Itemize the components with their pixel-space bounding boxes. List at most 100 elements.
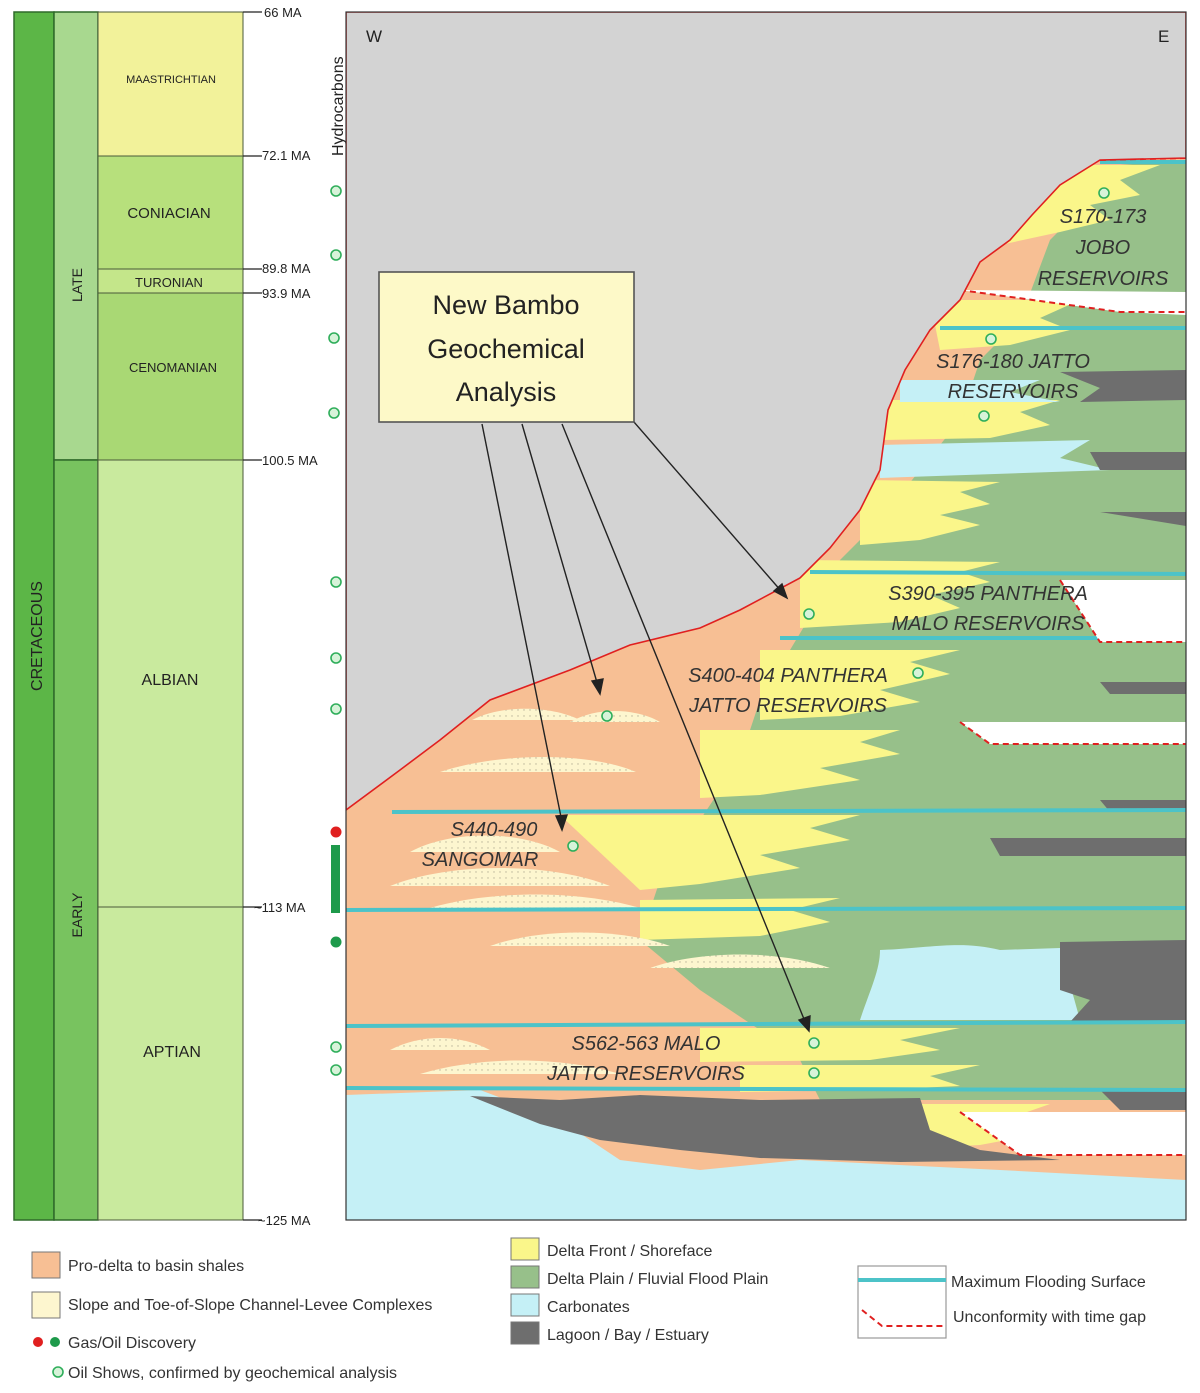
stage-aptian-band xyxy=(97,906,244,1221)
callout-box xyxy=(378,271,635,423)
unconformity-gaps xyxy=(960,290,1186,1155)
reservoir-label: S390-395 PANTHERA xyxy=(888,583,1088,605)
oil-show-marker xyxy=(328,332,340,344)
oil-show-marker xyxy=(567,840,579,852)
age-label-72: 72.1 MA xyxy=(262,148,311,163)
legend-swatch-shales xyxy=(31,1251,61,1279)
callout-arrows xyxy=(481,421,811,1033)
stage-label-coniacian: CONIACIAN xyxy=(127,205,210,222)
legend-label-unconformity: Unconformity with time gap xyxy=(953,1309,1146,1326)
oil-show-marker xyxy=(328,407,340,419)
reservoir-label: SANGOMAR xyxy=(422,849,539,871)
age-label-113: ~113 MA xyxy=(254,900,306,915)
oil-show-marker xyxy=(1098,187,1110,199)
stage-maastrichtian-band xyxy=(97,11,244,157)
strat-column: CRETACEOUS LATE EARLY MAASTRICHTIAN CONI… xyxy=(13,5,347,1228)
legend-label-shows: Oil Shows, confirmed by geochemical anal… xyxy=(68,1365,397,1382)
age-label-89: 89.8 MA xyxy=(262,261,311,276)
legend-swatch-lagoon xyxy=(510,1321,540,1345)
gas-discovery-marker xyxy=(330,826,342,838)
stage-label-maastrichtian: MAASTRICHTIAN xyxy=(126,74,216,86)
sky-area xyxy=(346,12,1186,811)
series-late-label: LATE xyxy=(69,268,85,302)
reservoir-label: S440-490 xyxy=(451,819,538,841)
system-label: CRETACEOUS xyxy=(29,581,46,691)
callout-line: Geochemical xyxy=(427,334,585,364)
system-band xyxy=(13,11,55,1221)
series-early-label: EARLY xyxy=(69,892,85,938)
hydrocarbons-label: Hydrocarbons xyxy=(330,56,347,156)
reservoir-label: S400-404 PANTHERA xyxy=(688,665,888,687)
west-label: W xyxy=(366,27,382,46)
age-label-93: 93.9 MA xyxy=(262,286,311,301)
reservoir-label: JATTO RESERVOIRS xyxy=(688,695,887,717)
channel-levee-lenses xyxy=(390,708,830,1074)
stage-cenomanian-band xyxy=(97,292,244,461)
legend-swatch-delta-front xyxy=(510,1237,540,1261)
oil-show-marker xyxy=(330,703,342,715)
legend-oil-show-dot xyxy=(52,1366,64,1378)
cross-section xyxy=(346,12,1186,1220)
legend-swatch-slope xyxy=(31,1291,61,1319)
callout-line: Analysis xyxy=(456,377,557,407)
section-frame xyxy=(345,11,1187,1221)
oil-show-marker xyxy=(808,1037,820,1049)
reservoir-label: RESERVOIRS xyxy=(1038,268,1169,290)
age-ticks xyxy=(243,11,262,1221)
oil-show-marker xyxy=(601,710,613,722)
oil-show-marker xyxy=(808,1067,820,1079)
callout-line: New Bambo xyxy=(432,290,579,320)
oil-show-marker xyxy=(330,249,342,261)
legend-gas-dot xyxy=(33,1337,43,1347)
reservoir-label: JATTO RESERVOIRS xyxy=(546,1063,745,1085)
oil-show-marker xyxy=(985,333,997,345)
stage-albian-band xyxy=(97,459,244,908)
legend-label-mfs: Maximum Flooding Surface xyxy=(951,1274,1146,1291)
age-label-66: 66 MA xyxy=(264,5,302,20)
legend-label-slope: Slope and Toe-of-Slope Channel-Levee Com… xyxy=(68,1297,432,1314)
oil-show-marker xyxy=(330,652,342,664)
series-late-band xyxy=(53,11,99,461)
reservoir-label: JOBO xyxy=(1075,237,1130,259)
oil-show-markers xyxy=(328,185,342,1076)
oil-show-marker xyxy=(912,667,924,679)
section-oil-shows xyxy=(567,187,1110,1079)
stage-label-aptian: APTIAN xyxy=(143,1044,201,1061)
reservoir-label: S170-173 xyxy=(1060,206,1147,228)
legend-swatch-carbonates xyxy=(510,1293,540,1317)
stage-label-cenomanian: CENOMANIAN xyxy=(129,360,217,375)
reservoir-label: S176-180 JATTO xyxy=(936,351,1090,373)
legend-label-delta-front: Delta Front / Shoreface xyxy=(547,1243,713,1260)
legend-label-discovery: Gas/Oil Discovery xyxy=(68,1335,196,1352)
reservoir-labels: S170-173 JOBO RESERVOIRS S176-180 JATTO … xyxy=(422,206,1169,1085)
age-label-100: 100.5 MA xyxy=(262,453,318,468)
series-early-band xyxy=(53,459,99,1221)
reservoir-label: MALO RESERVOIRS xyxy=(891,613,1085,635)
oil-show-marker xyxy=(978,410,990,422)
legend-oil-dot xyxy=(50,1337,60,1347)
legend-label-shales: Pro-delta to basin shales xyxy=(68,1258,244,1275)
reservoir-label: RESERVOIRS xyxy=(948,381,1079,403)
legend-swatch-delta-plain xyxy=(510,1265,540,1289)
oil-show-marker xyxy=(330,576,342,588)
reservoir-label: S562-563 MALO xyxy=(572,1033,721,1055)
age-label-125: ~125 MA xyxy=(258,1213,311,1228)
oil-column-bar xyxy=(331,845,340,913)
oil-show-marker xyxy=(330,1041,342,1053)
legend-label-carbonates: Carbonates xyxy=(547,1299,630,1316)
oil-show-marker xyxy=(330,1064,342,1076)
legend-surfaces-box xyxy=(857,1265,947,1339)
stage-coniacian-band xyxy=(97,155,244,270)
lagoon-bodies xyxy=(470,370,1186,1162)
oil-show-marker xyxy=(803,608,815,620)
oil-discovery-marker xyxy=(330,936,342,948)
stage-turonian-band xyxy=(97,268,244,294)
oil-show-marker xyxy=(330,185,342,197)
east-label: E xyxy=(1158,27,1169,46)
legend-label-delta-plain: Delta Plain / Fluvial Flood Plain xyxy=(547,1271,768,1288)
stage-label-albian: ALBIAN xyxy=(142,672,199,689)
legend-unconformity-line xyxy=(861,1309,944,1327)
legend-label-lagoon: Lagoon / Bay / Estuary xyxy=(547,1327,709,1344)
